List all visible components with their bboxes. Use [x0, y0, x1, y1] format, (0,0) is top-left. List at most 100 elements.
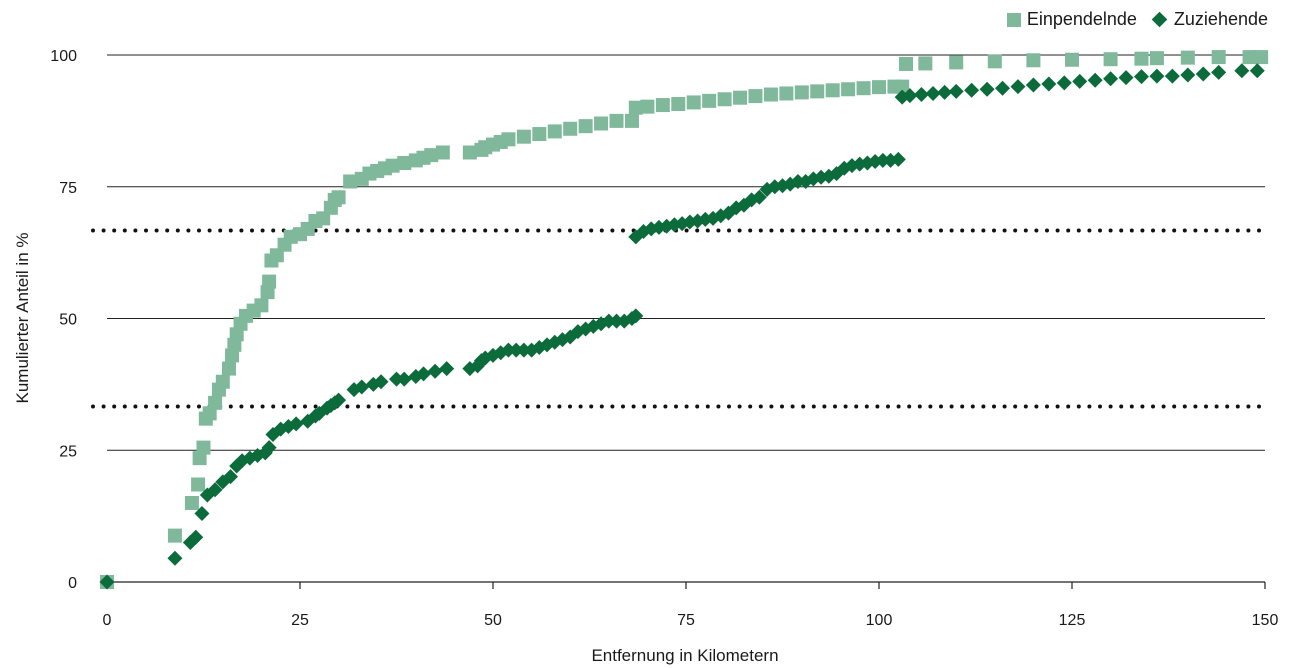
square-point — [385, 158, 400, 173]
diamond-point — [751, 189, 767, 205]
x-tick-label: 100 — [866, 612, 893, 629]
square-point — [609, 113, 624, 128]
diamond-point — [416, 366, 432, 382]
y-tick-label: 25 — [59, 443, 77, 460]
diamond-point — [167, 550, 183, 566]
square-marker-icon — [1006, 12, 1021, 27]
y-tick-label: 100 — [50, 48, 77, 65]
square-point — [262, 274, 277, 289]
diamond-point — [1025, 77, 1041, 93]
square-point — [547, 124, 562, 139]
square-point — [1242, 50, 1257, 65]
square-point — [1211, 50, 1226, 65]
square-point — [899, 56, 914, 71]
diamond-point — [99, 574, 115, 590]
square-point — [1254, 50, 1269, 65]
square-point — [225, 348, 240, 363]
square-point — [343, 174, 358, 189]
diamond-point — [1149, 68, 1165, 84]
square-point — [918, 56, 933, 71]
y-tick-label: 0 — [68, 575, 77, 592]
legend-label-einpendelnde: Einpendelnde — [1026, 9, 1137, 29]
square-point — [717, 92, 732, 107]
diamond-point — [427, 363, 443, 379]
square-point — [949, 55, 964, 70]
square-point — [895, 79, 910, 94]
square-point — [1026, 53, 1041, 68]
square-point — [1103, 52, 1118, 67]
square-point — [435, 145, 450, 160]
series-einpendelnde — [100, 50, 1269, 589]
square-point — [763, 87, 778, 102]
square-point — [184, 495, 199, 510]
diamond-point — [890, 151, 906, 167]
diamond-point — [1103, 71, 1119, 87]
square-point — [748, 89, 763, 104]
square-point — [825, 83, 840, 98]
square-point — [208, 395, 223, 410]
square-point — [202, 406, 217, 421]
square-point — [424, 148, 439, 163]
data-points — [99, 50, 1269, 590]
square-point — [215, 374, 230, 389]
legend-item-einpendelnde: Einpendelnde — [1006, 9, 1137, 30]
square-point — [779, 86, 794, 101]
diamond-point — [875, 152, 891, 168]
square-point — [462, 145, 477, 160]
diamond-point — [628, 308, 644, 324]
square-point — [221, 361, 236, 376]
diamond-point — [373, 374, 389, 390]
diamond-point — [902, 88, 918, 104]
reference-lines — [91, 228, 1267, 409]
diamond-point — [331, 392, 347, 408]
diamond-point — [1133, 69, 1149, 85]
square-point — [640, 99, 655, 114]
diamond-point — [1087, 72, 1103, 88]
diamond-point — [389, 371, 404, 387]
square-point — [856, 81, 871, 96]
square-point — [987, 54, 1002, 69]
y-axis-label: Kumulierter Anteil in % — [13, 232, 32, 403]
diamond-marker-icon — [1151, 11, 1168, 28]
diamond-point — [1180, 67, 1196, 83]
diamond-point — [354, 379, 370, 395]
diamond-point — [1195, 66, 1211, 82]
diamond-point — [964, 82, 980, 98]
square-point — [269, 248, 284, 263]
diamond-point — [609, 313, 625, 329]
square-point — [501, 132, 516, 147]
square-point — [1134, 51, 1149, 66]
diamond-point — [1249, 63, 1265, 79]
diamond-point — [194, 505, 210, 521]
diamond-point — [1234, 63, 1250, 79]
diamond-point — [188, 529, 204, 545]
square-point — [1065, 52, 1079, 67]
square-point — [229, 327, 244, 342]
x-tick-label: 50 — [484, 612, 502, 629]
square-point — [810, 84, 825, 99]
x-tick-label: 25 — [291, 612, 309, 629]
square-point — [516, 129, 531, 144]
x-tick-label: 75 — [677, 612, 695, 629]
diamond-point — [601, 313, 617, 329]
square-point — [1180, 50, 1195, 65]
square-point — [196, 440, 211, 455]
square-point — [872, 80, 886, 95]
diamond-point — [913, 87, 929, 103]
diamond-point — [207, 482, 223, 498]
diamond-point — [1164, 68, 1180, 84]
diamond-point — [261, 440, 277, 456]
y-axis: 0 25 50 75 100 — [50, 48, 77, 592]
legend-item-zuziehende: Zuziehende — [1151, 9, 1268, 30]
square-point — [702, 93, 717, 108]
square-point — [331, 190, 346, 205]
x-axis-label: Entfernung in Kilometern — [591, 646, 778, 665]
square-point — [655, 98, 670, 113]
square-point — [397, 156, 412, 171]
square-point — [794, 85, 809, 100]
diamond-point — [948, 83, 964, 99]
x-axis: 0 25 50 75 100 125 150 — [103, 581, 1278, 629]
square-point — [563, 121, 578, 136]
diamond-point — [1072, 73, 1088, 89]
